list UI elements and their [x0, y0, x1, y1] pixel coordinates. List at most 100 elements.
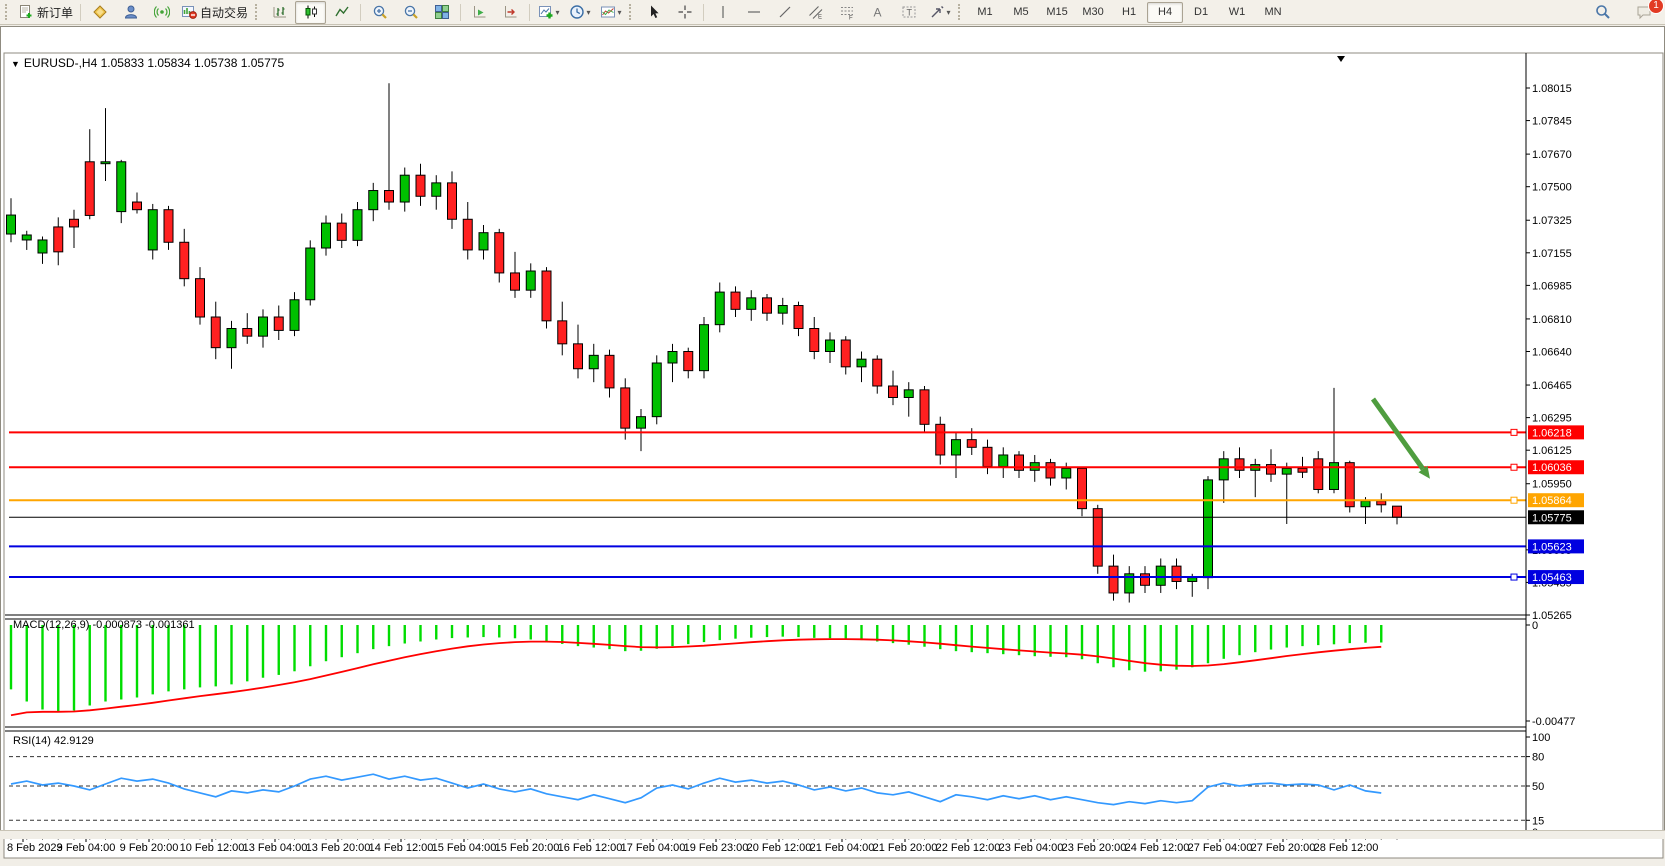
time-tick-label: 10 Feb 12:00 — [180, 842, 245, 854]
arrows-button[interactable]: ▾ — [924, 1, 955, 24]
timeframe-h1-button[interactable]: H1 — [1111, 2, 1147, 23]
dropdown-caret: ▾ — [587, 8, 591, 17]
bear-candle — [605, 355, 614, 388]
rsi-axis-label: 100 — [1532, 732, 1550, 744]
timeframe-m1-button[interactable]: M1 — [967, 2, 1003, 23]
toolbar-grip[interactable] — [958, 4, 963, 20]
macd-axis-label: 0 — [1532, 620, 1538, 632]
crosshair-button[interactable] — [669, 1, 700, 24]
tile-windows-button[interactable] — [426, 1, 457, 24]
time-tick-label: 23 Feb 20:00 — [1062, 842, 1127, 854]
bear-candle — [180, 242, 189, 278]
zoom-in-button[interactable] — [364, 1, 395, 24]
notification-badge: 1 — [1648, 0, 1664, 14]
timeframe-d1-button[interactable]: D1 — [1183, 2, 1219, 23]
tile-windows-icon — [434, 4, 450, 20]
level-handle[interactable] — [1511, 574, 1517, 580]
timeframe-w1-button[interactable]: W1 — [1219, 2, 1255, 23]
price-tick-label: 1.06810 — [1532, 314, 1572, 326]
price-tick-label: 1.06640 — [1532, 347, 1572, 359]
level-handle[interactable] — [1511, 497, 1517, 503]
level-handle[interactable] — [1511, 464, 1517, 470]
level-handle[interactable] — [1511, 429, 1517, 435]
timeframe-m15-button[interactable]: M15 — [1039, 2, 1075, 23]
chart-title: ▼EURUSD-,H4 1.05833 1.05834 1.05738 1.05… — [11, 56, 284, 70]
time-tick-label: 27 Feb 20:00 — [1251, 842, 1316, 854]
bear-candle — [1141, 574, 1150, 585]
text-button[interactable]: A — [862, 1, 893, 24]
bear-candle — [1393, 506, 1402, 517]
bear-candle — [889, 386, 898, 397]
text-a-icon: A — [870, 4, 886, 20]
bull-candle — [1204, 480, 1213, 578]
dropdown-caret: ▾ — [556, 8, 560, 17]
toolbar-grip[interactable] — [5, 4, 10, 20]
bear-candle — [196, 279, 205, 317]
new-order-button[interactable]: 新订单 — [14, 1, 77, 24]
separator — [529, 4, 530, 21]
bear-candle — [920, 390, 929, 424]
separator — [80, 4, 81, 21]
bull-candle — [1062, 468, 1071, 478]
chat-button[interactable]: 1 — [1628, 1, 1659, 24]
templates-button[interactable]: ▾ — [595, 1, 626, 24]
zoom-out-icon — [403, 4, 419, 20]
text-label-icon: T — [901, 4, 917, 20]
chart-shift-button[interactable] — [495, 1, 526, 24]
community-button[interactable] — [115, 1, 146, 24]
timeframe-h4-button[interactable]: H4 — [1147, 2, 1183, 23]
chart-canvas[interactable]: 1.080151.078451.076701.075001.073251.071… — [1, 27, 1665, 866]
timeframe-mn-button[interactable]: MN — [1255, 2, 1291, 23]
rsi-indicator-label: RSI(14) 42.9129 — [13, 735, 94, 747]
line-chart-icon — [334, 4, 350, 20]
cursor-button[interactable] — [638, 1, 669, 24]
trendline-button[interactable] — [769, 1, 800, 24]
autotrading-label: 自动交易 — [200, 4, 248, 21]
bar-chart-button[interactable] — [264, 1, 295, 24]
bull-candle — [479, 233, 488, 250]
new-order-label: 新订单 — [37, 4, 73, 21]
vertical-line-button[interactable] — [707, 1, 738, 24]
rsi-axis-label: 50 — [1532, 781, 1544, 793]
bear-candle — [873, 359, 882, 386]
market-watch-button[interactable] — [84, 1, 115, 24]
bear-candle — [1109, 566, 1118, 593]
indicator-template-icon — [600, 4, 616, 20]
bar-chart-icon — [272, 4, 288, 20]
timeframe-m5-button[interactable]: M5 — [1003, 2, 1039, 23]
bull-candle — [38, 240, 47, 253]
new-order-icon — [18, 4, 34, 20]
bull-candle — [952, 440, 961, 455]
timeframe-m30-button[interactable]: M30 — [1075, 2, 1111, 23]
horizontal-line-button[interactable] — [738, 1, 769, 24]
channel-button[interactable]: E — [800, 1, 831, 24]
time-tick-label: 19 Feb 23:00 — [684, 842, 749, 854]
toolbar-grip[interactable] — [629, 4, 634, 20]
search-button[interactable] — [1587, 1, 1618, 24]
toolbar-grip[interactable] — [255, 4, 260, 20]
bear-candle — [511, 273, 520, 290]
one-click-trading-toggle-icon[interactable]: ▼ — [11, 59, 20, 69]
auto-scroll-button[interactable] — [464, 1, 495, 24]
periods-button[interactable]: ▾ — [564, 1, 595, 24]
rsi-axis-label: 80 — [1532, 752, 1544, 764]
new-chart-button[interactable]: ▾ — [533, 1, 564, 24]
bear-candle — [211, 317, 220, 348]
time-tick-label: 28 Feb 12:00 — [1314, 842, 1379, 854]
signals-button[interactable] — [146, 1, 177, 24]
fibonacci-button[interactable]: F — [831, 1, 862, 24]
label-button[interactable]: T — [893, 1, 924, 24]
autotrading-button[interactable]: 自动交易 — [177, 1, 252, 24]
bull-candle — [637, 417, 646, 428]
candlestick-chart-button[interactable] — [295, 1, 326, 24]
price-tick-label: 1.08015 — [1532, 83, 1572, 95]
bull-candle — [1282, 468, 1291, 474]
bull-candle — [259, 317, 268, 336]
bull-candle — [715, 292, 724, 325]
symbol-period-label: EURUSD-,H4 — [24, 56, 97, 70]
time-tick-label: 9 Feb 20:00 — [120, 842, 179, 854]
line-chart-button[interactable] — [326, 1, 357, 24]
bull-candle — [101, 162, 110, 164]
zoom-out-button[interactable] — [395, 1, 426, 24]
